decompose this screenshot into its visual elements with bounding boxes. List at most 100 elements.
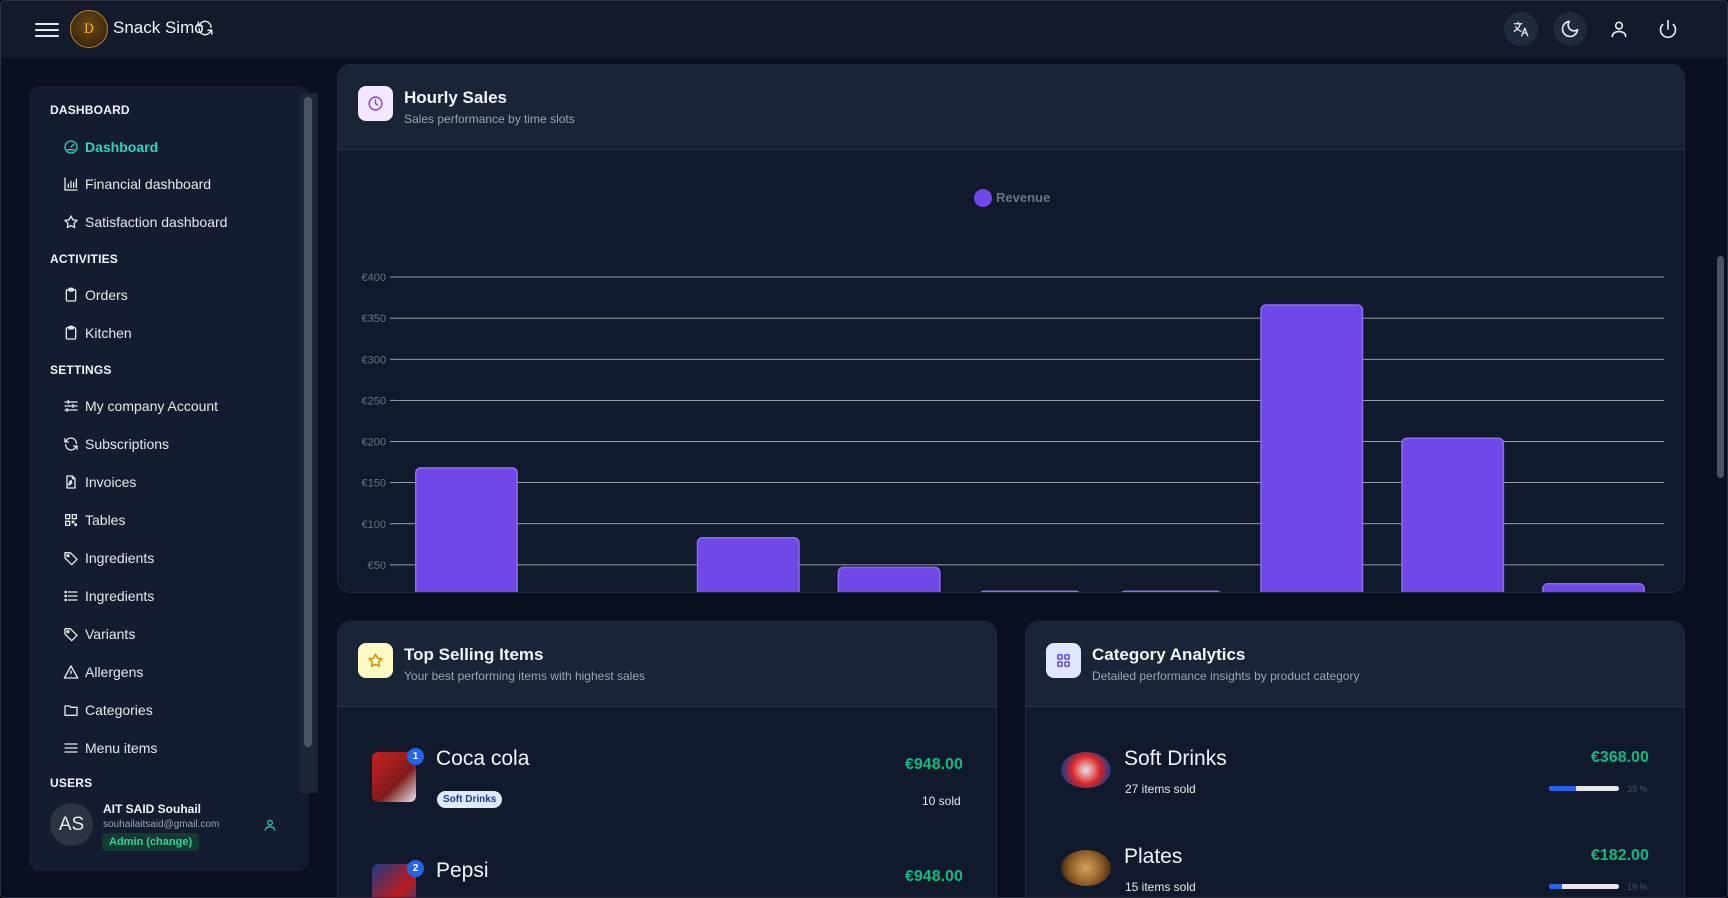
rank-badge: 2 bbox=[407, 860, 424, 877]
translate-icon bbox=[1513, 21, 1529, 37]
sidebar-item-subscriptions[interactable]: Subscriptions bbox=[63, 430, 169, 458]
y-tick-label: €50 bbox=[368, 560, 386, 572]
main-scrollbar-thumb[interactable] bbox=[1717, 256, 1724, 478]
card-header: Category Analytics Detailed performance … bbox=[1026, 622, 1684, 707]
tag-icon bbox=[64, 552, 78, 566]
menu-icon bbox=[64, 743, 78, 753]
category-progress-bar bbox=[1549, 786, 1619, 791]
sidebar-nav: DASHBOARD Dashboard Financial dashboard … bbox=[29, 86, 289, 791]
logout-button[interactable] bbox=[1651, 12, 1685, 46]
card-subtitle: Your best performing items with highest … bbox=[404, 669, 646, 683]
sidebar-item-label: Financial dashboard bbox=[85, 176, 212, 192]
tag-icon bbox=[64, 628, 78, 642]
sidebar-item-orders[interactable]: Orders bbox=[63, 281, 128, 309]
bar-19:00 bbox=[1121, 590, 1221, 592]
sidebar-item-label: Subscriptions bbox=[85, 436, 170, 452]
sidebar-item-ingredients-list[interactable]: Ingredients bbox=[63, 582, 154, 610]
sidebar-item-label: Ingredients bbox=[85, 550, 155, 566]
bar-23:00 bbox=[1542, 583, 1646, 592]
item-sold-count: 10 sold bbox=[922, 794, 961, 808]
sidebar-item-label: Invoices bbox=[85, 474, 137, 490]
company-logo: D bbox=[70, 10, 108, 48]
bar-chart-icon bbox=[64, 177, 78, 191]
category-revenue: €368.00 bbox=[1591, 749, 1649, 766]
refresh-icon[interactable] bbox=[196, 19, 214, 37]
category-thumbnail bbox=[1061, 752, 1111, 788]
sidebar-item-invoices[interactable]: Invoices bbox=[63, 468, 136, 496]
warning-icon bbox=[63, 665, 79, 679]
bar-22:00 bbox=[1401, 437, 1505, 592]
star-icon bbox=[358, 643, 393, 678]
sidebar-scrollbar-thumb[interactable] bbox=[304, 97, 312, 747]
card-subtitle: Sales performance by time slots bbox=[404, 112, 575, 126]
profile-button[interactable] bbox=[1602, 12, 1636, 46]
item-price: €948.00 bbox=[905, 756, 963, 773]
role-change-button[interactable]: Admin (change) bbox=[102, 833, 200, 851]
category-progress-bar bbox=[1549, 884, 1619, 889]
category-tag: Soft Drinks bbox=[437, 791, 503, 808]
app-title: Snack Simo bbox=[113, 18, 204, 37]
avatar[interactable]: AS bbox=[50, 803, 93, 846]
y-tick-label: €100 bbox=[362, 519, 386, 531]
category-items-sold: 27 items sold bbox=[1125, 782, 1196, 796]
sidebar-item-menu-items[interactable]: Menu items bbox=[63, 734, 157, 762]
sidebar-item-label: Variants bbox=[85, 626, 136, 642]
sidebar-item-ingredients-tags[interactable]: Ingredients bbox=[63, 544, 154, 572]
sidebar-item-dashboard[interactable]: Dashboard bbox=[63, 133, 158, 161]
rank-badge: 1 bbox=[407, 748, 424, 765]
sidebar-item-label: Dashboard bbox=[85, 139, 159, 155]
user-panel: AS AIT SAID Souhail souhailaitsaid@gmail… bbox=[29, 791, 309, 871]
card-header: Hourly Sales Sales performance by time s… bbox=[338, 65, 1684, 150]
main-scrollbar-track[interactable] bbox=[1714, 61, 1726, 897]
user-email: souhailaitsaid@gmail.com bbox=[103, 819, 220, 830]
hamburger-menu-icon[interactable] bbox=[35, 20, 59, 40]
sidebar-item-satisfaction-dashboard[interactable]: Satisfaction dashboard bbox=[63, 208, 227, 236]
grid-icon bbox=[1046, 643, 1081, 678]
user-icon bbox=[1611, 21, 1627, 38]
translate-button[interactable] bbox=[1504, 12, 1538, 46]
category-progress-fill bbox=[1549, 884, 1563, 889]
sidebar-item-kitchen[interactable]: Kitchen bbox=[63, 319, 132, 347]
y-tick-label: €350 bbox=[362, 313, 386, 325]
category-items-sold: 15 items sold bbox=[1125, 880, 1196, 894]
clipboard-icon bbox=[65, 287, 77, 302]
item-name: Coca cola bbox=[436, 747, 530, 770]
sidebar-item-label: Orders bbox=[85, 287, 128, 303]
item-name: Pepsi bbox=[436, 859, 489, 882]
sliders-icon bbox=[64, 400, 78, 412]
clipboard-icon bbox=[65, 325, 77, 340]
category-analytics-card: Category Analytics Detailed performance … bbox=[1025, 621, 1685, 897]
top-bar: D Snack Simo bbox=[1, 1, 1727, 58]
bar-16:00 bbox=[980, 590, 1080, 592]
sidebar-item-categories[interactable]: Categories bbox=[63, 696, 153, 724]
bar-12:00 bbox=[837, 566, 941, 592]
y-tick-label: €300 bbox=[362, 354, 386, 366]
legend-label: Revenue bbox=[996, 190, 1050, 205]
sidebar-item-label: Tables bbox=[85, 512, 126, 528]
y-tick-label: €400 bbox=[362, 272, 386, 284]
bar-09:00 bbox=[414, 467, 518, 592]
sidebar-item-variants[interactable]: Variants bbox=[63, 620, 135, 648]
top-selling-card: Top Selling Items Your best performing i… bbox=[337, 621, 997, 897]
section-settings: SETTINGS bbox=[50, 363, 112, 377]
card-title: Hourly Sales bbox=[404, 88, 507, 107]
dashboard-icon bbox=[64, 140, 78, 154]
sidebar-item-label: Ingredients bbox=[85, 588, 155, 604]
sidebar-item-company-account[interactable]: My company Account bbox=[63, 392, 218, 420]
power-icon bbox=[1659, 19, 1677, 39]
sidebar-item-tables[interactable]: Tables bbox=[63, 506, 125, 534]
star-icon bbox=[64, 215, 78, 229]
item-price: €948.00 bbox=[905, 868, 963, 885]
category-progress-fill bbox=[1549, 786, 1577, 791]
folder-icon bbox=[64, 705, 78, 716]
category-name: Soft Drinks bbox=[1124, 747, 1227, 770]
section-activities: ACTIVITIES bbox=[50, 252, 119, 266]
moon-icon bbox=[1561, 20, 1579, 38]
sidebar-item-label: Satisfaction dashboard bbox=[85, 214, 228, 230]
dark-mode-button[interactable] bbox=[1553, 12, 1587, 46]
user-icon[interactable] bbox=[263, 818, 277, 832]
sidebar-item-allergens[interactable]: Allergens bbox=[63, 658, 143, 686]
sidebar-item-financial-dashboard[interactable]: Financial dashboard bbox=[63, 170, 211, 198]
user-name: AIT SAID Souhail bbox=[103, 802, 202, 816]
clock-icon bbox=[358, 86, 393, 121]
